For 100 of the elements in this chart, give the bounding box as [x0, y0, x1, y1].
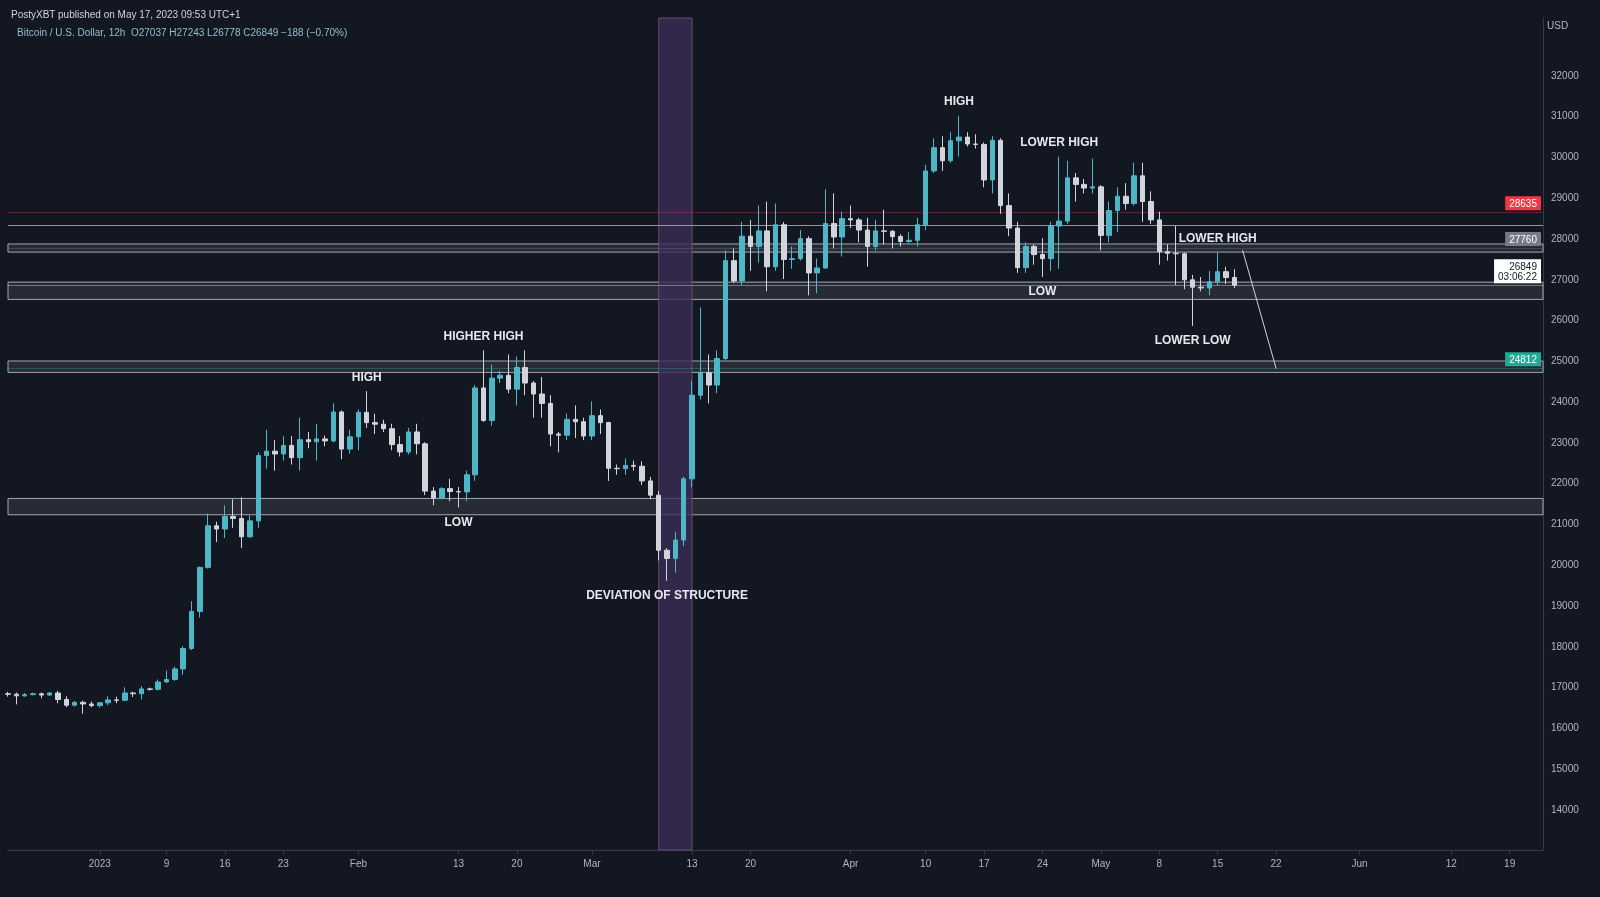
candlestick	[264, 429, 269, 470]
candlestick	[439, 486, 445, 500]
y-tick-label: 19000	[1551, 599, 1580, 611]
y-tick-label: 20000	[1551, 559, 1580, 571]
candlestick	[1182, 252, 1187, 290]
candlestick	[589, 400, 595, 441]
candlestick	[230, 498, 236, 529]
candlestick	[1015, 221, 1020, 274]
candlestick	[756, 205, 762, 264]
candlestick	[1006, 192, 1012, 237]
candlestick	[1223, 266, 1229, 285]
candlestick	[1081, 178, 1087, 194]
candlestick	[347, 429, 353, 455]
candlestick	[723, 249, 728, 362]
candlestick	[297, 417, 303, 472]
candlestick	[1148, 190, 1154, 225]
candlestick	[948, 131, 953, 164]
candlestick	[714, 349, 720, 394]
candlestick	[55, 690, 61, 704]
ref-line-label: 28635	[1509, 197, 1538, 209]
candlestick	[731, 247, 737, 284]
candlestick	[673, 531, 678, 574]
candlestick	[806, 235, 812, 296]
x-tick-label: 13	[452, 857, 465, 869]
candlestick	[573, 404, 578, 439]
candlestick	[564, 413, 570, 441]
candlestick	[364, 390, 369, 429]
candlestick	[80, 700, 86, 715]
candlestick	[522, 349, 528, 396]
candlestick	[789, 245, 795, 270]
y-tick-label: 25000	[1551, 355, 1580, 367]
candlestick	[14, 692, 19, 705]
candlestick	[472, 384, 478, 482]
x-tick-label: 17	[978, 857, 991, 869]
candlestick	[1215, 252, 1220, 286]
annotation: HIGHER HIGH	[443, 328, 524, 343]
candlestick	[1165, 243, 1170, 262]
y-tick-label: 16000	[1551, 722, 1580, 734]
candlestick	[881, 209, 887, 245]
candlestick	[331, 402, 336, 444]
candlestick	[631, 460, 636, 472]
candlestick	[1207, 270, 1212, 296]
annotation: DEVIATION OF STRUCTURE	[586, 588, 748, 603]
candlestick	[431, 486, 436, 506]
candlestick	[848, 205, 853, 229]
candlestick	[839, 211, 845, 258]
x-tick-label: 8	[1156, 857, 1163, 869]
candlestick	[814, 258, 820, 294]
candlestick	[397, 435, 403, 457]
candlestick	[739, 221, 745, 286]
candlestick	[931, 137, 937, 174]
candlestick	[372, 413, 378, 435]
annotation: HIGH	[944, 94, 975, 109]
candlestick	[681, 476, 686, 547]
x-tick-label: 16	[219, 857, 231, 869]
chart-title: PostyXBT published on May 17, 2023 09:53 UTC+1	[11, 8, 242, 20]
candlestick	[497, 370, 503, 384]
candlestick	[447, 478, 453, 502]
candlestick	[623, 457, 628, 476]
candlestick	[1232, 268, 1237, 289]
candlestick	[122, 686, 128, 702]
candlestick	[1090, 158, 1095, 194]
candlestick	[197, 566, 203, 619]
candlestick	[72, 700, 77, 707]
candlestick	[39, 692, 44, 699]
candlestick	[764, 201, 770, 292]
candlestick	[1131, 162, 1137, 207]
annotation: LOWER LOW	[1154, 333, 1232, 348]
candlestick	[639, 460, 645, 486]
candlestick	[965, 131, 970, 147]
x-tick-label: 20	[511, 857, 523, 869]
y-tick-label: 15000	[1551, 762, 1580, 774]
candlestick	[598, 409, 603, 435]
annotation: LOWER HIGH	[1178, 231, 1257, 246]
candlestick	[648, 476, 653, 500]
y-tick-label: 28000	[1551, 232, 1580, 244]
candlestick	[422, 441, 428, 496]
candlestick	[548, 394, 553, 447]
candlestick	[97, 701, 103, 709]
candlestick	[139, 685, 144, 701]
candlestick	[356, 409, 361, 451]
candlestick	[1031, 243, 1037, 266]
y-tick-label: 18000	[1551, 640, 1580, 652]
annotation: HIGH	[351, 369, 382, 384]
candlestick	[915, 217, 920, 247]
x-tick-label: May	[1091, 857, 1111, 869]
candlestick	[823, 188, 828, 270]
x-tick-label: 13	[686, 857, 699, 869]
y-tick-label: 14000	[1551, 803, 1580, 815]
candlestick	[381, 419, 386, 433]
y-axis-title: USD	[1547, 19, 1569, 31]
candlestick	[798, 229, 803, 262]
x-tick-label: 20	[744, 857, 757, 869]
candlestick	[614, 464, 620, 476]
candlestick	[1123, 182, 1129, 211]
candlestick	[940, 135, 945, 172]
candlestick	[214, 521, 219, 543]
candlestick	[5, 691, 11, 698]
x-tick-label: Mar	[583, 857, 602, 869]
annotation: LOW	[1028, 284, 1058, 299]
